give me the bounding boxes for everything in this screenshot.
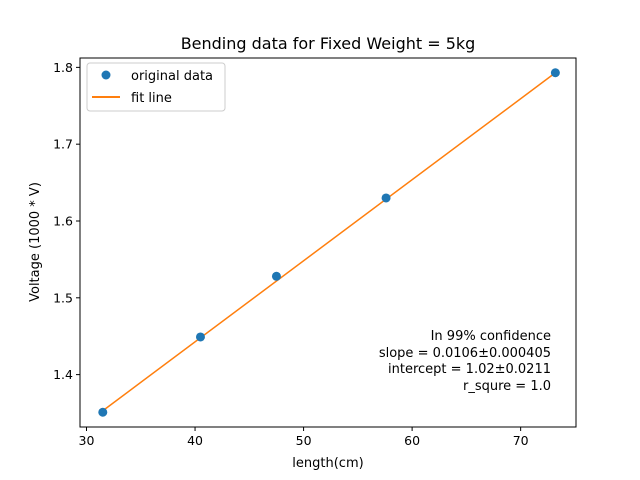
y-tick-label-1.6: 1.6 (53, 213, 73, 228)
x-tick-label-30: 30 (79, 433, 95, 448)
y-tick-label-1.5: 1.5 (53, 290, 73, 305)
data-point-2 (195, 332, 205, 342)
fit-line (102, 72, 556, 412)
data-point-4 (381, 193, 391, 203)
plot-area (98, 68, 560, 417)
annotation-line-1: In 99% confidence (431, 329, 551, 344)
data-point-1 (98, 407, 108, 417)
y-axis-label: Voltage (1000 * V) (28, 182, 43, 302)
legend: original data fit line (86, 62, 226, 112)
y-tick-label-1.8: 1.8 (53, 60, 73, 75)
legend-frame (86, 62, 226, 112)
plot-frame (79, 57, 577, 428)
data-point-5 (550, 68, 560, 78)
x-tick-label-50: 50 (296, 433, 312, 448)
x-tick-label-40: 40 (187, 433, 203, 448)
y-tick-label-1.7: 1.7 (53, 137, 73, 152)
legend-marker-original-data (101, 70, 111, 80)
chart-title: Bending data for Fixed Weight = 5kg (181, 34, 476, 53)
annotation-line-3: intercept = 1.02±0.0211 (388, 362, 551, 377)
y-tick-label-1.4: 1.4 (53, 367, 73, 382)
x-axis-label: length(cm) (292, 456, 363, 471)
confidence-annotation: In 99% confidence slope = 0.0106±0.00040… (379, 329, 551, 394)
data-point-3 (271, 271, 281, 281)
x-tick-label-60: 60 (404, 433, 420, 448)
axis-ticks: 30 40 50 60 70 1.4 1.5 1.6 1.7 1.8 (53, 60, 529, 448)
annotation-line-4: r_squre = 1.0 (463, 379, 551, 394)
annotation-line-2: slope = 0.0106±0.000405 (379, 346, 551, 361)
legend-label-fit-line: fit line (131, 91, 172, 106)
x-tick-label-70: 70 (513, 433, 529, 448)
legend-label-original-data: original data (131, 69, 213, 84)
